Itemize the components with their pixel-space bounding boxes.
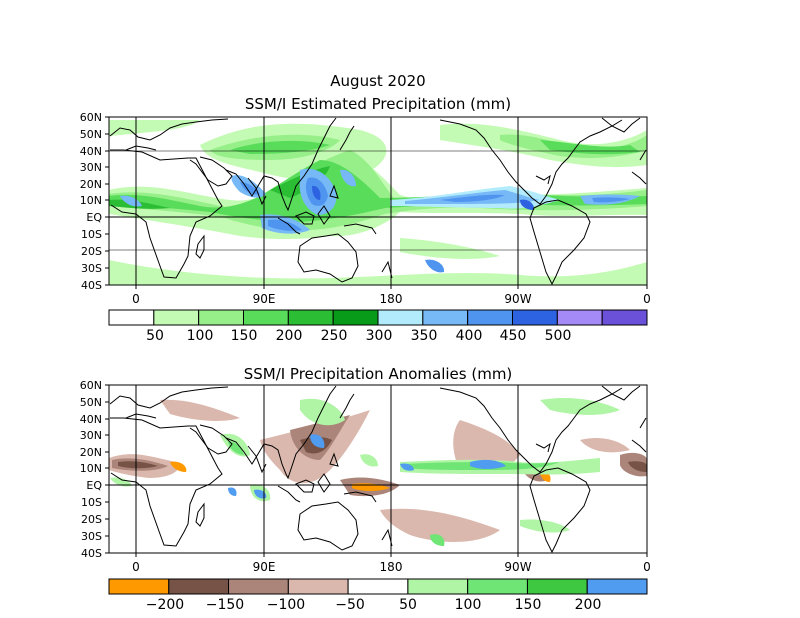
legend-label: 100	[187, 328, 214, 344]
legend-label: 50	[399, 597, 417, 613]
legend-label: 250	[321, 328, 348, 344]
anomaly-legend: −200 −150 −100 −50 50 100 150 200	[108, 578, 648, 613]
legend-label: −50	[335, 597, 365, 613]
legend-swatch	[228, 578, 289, 595]
lon-label: 90W	[504, 292, 531, 306]
lat-label: 20S	[81, 513, 102, 526]
lat-label: 10S	[81, 228, 102, 241]
precip-legend: 50 100 150 200 250 300 350 400 450 500	[108, 309, 648, 344]
anomaly-map: 60N 50N 40N 30N 20N 10N EQ 10S 20S 30S 4…	[80, 379, 651, 574]
legend-swatch	[287, 309, 334, 326]
legend-label: 300	[366, 328, 393, 344]
legend-swatch	[168, 578, 230, 595]
month-title: August 2020	[330, 72, 425, 90]
lat-label: 50N	[80, 128, 102, 141]
legend-swatch	[407, 578, 469, 595]
anomaly-grid	[109, 385, 647, 553]
legend-swatch	[243, 309, 289, 326]
lon-label: 180	[380, 560, 403, 574]
legend-swatch	[512, 309, 558, 326]
lat-label: 20N	[80, 178, 102, 191]
precip-map: 60N 50N 40N 30N 20N 10N EQ 10S 20S 30S 4…	[80, 111, 651, 306]
lon-label: 90E	[253, 292, 276, 306]
legend-swatch	[198, 309, 245, 326]
lat-label: 60N	[80, 111, 102, 124]
legend-label: 200	[575, 597, 602, 613]
lat-label: 40N	[80, 413, 102, 426]
lat-label: 10N	[80, 462, 102, 475]
legend-swatch	[377, 309, 424, 326]
lat-label: 40N	[80, 145, 102, 158]
lat-label: 20N	[80, 446, 102, 459]
legend-label: 50	[146, 328, 164, 344]
lat-label: 20S	[81, 245, 102, 258]
panel2-title: SSM/I Precipitation Anomalies (mm)	[244, 365, 513, 383]
lat-label: 30S	[81, 262, 102, 275]
legend-label: 400	[456, 328, 483, 344]
precip-field	[109, 120, 647, 285]
precip-lat-labels: 60N 50N 40N 30N 20N 10N EQ 10S 20S 30S 4…	[80, 111, 103, 292]
precip-map-frame	[108, 116, 648, 286]
lat-label: EQ	[86, 479, 102, 492]
lat-label: 50N	[80, 396, 102, 409]
lon-label: 90W	[504, 560, 531, 574]
anomaly-map-frame	[108, 384, 648, 554]
lat-label: 10S	[81, 496, 102, 509]
legend-label: 100	[455, 597, 482, 613]
lat-label: 40S	[81, 547, 102, 560]
anomaly-field	[109, 398, 647, 546]
lat-label: 60N	[80, 379, 102, 392]
legend-swatch	[467, 309, 513, 326]
legend-label: 200	[276, 328, 303, 344]
legend-swatch	[108, 309, 155, 326]
legend-swatch	[287, 578, 349, 595]
lon-label: 0	[132, 292, 140, 306]
lat-label: 30S	[81, 530, 102, 543]
lat-label: 10N	[80, 194, 102, 207]
lon-label: 90E	[253, 560, 276, 574]
legend-label: −100	[267, 597, 305, 613]
legend-label: 150	[515, 597, 542, 613]
lat-label: 30N	[80, 161, 102, 174]
precip-lon-labels: 0 90E 180 90W 0	[132, 292, 651, 306]
lon-label: 180	[380, 292, 403, 306]
panel1-title: SSM/I Estimated Precipitation (mm)	[245, 95, 511, 113]
legend-swatch	[347, 578, 409, 595]
anomaly-legend-labels: −200 −150 −100 −50 50 100 150 200	[146, 597, 602, 613]
precip-legend-labels: 50 100 150 200 250 300 350 400 450 500	[146, 328, 571, 344]
anomaly-lon-labels: 0 90E 180 90W 0	[132, 560, 651, 574]
lat-label: 40S	[81, 279, 102, 292]
legend-swatch	[586, 578, 648, 595]
lon-label: 0	[643, 560, 651, 574]
legend-swatch	[422, 309, 469, 326]
legend-swatch	[556, 309, 603, 326]
precip-grid	[109, 117, 647, 285]
legend-swatch	[526, 578, 588, 595]
legend-swatch	[601, 309, 648, 326]
legend-label: 150	[231, 328, 258, 344]
legend-label: 500	[545, 328, 572, 344]
legend-label: 350	[411, 328, 438, 344]
legend-swatch	[153, 309, 200, 326]
legend-swatch	[108, 578, 170, 595]
lat-label: 30N	[80, 429, 102, 442]
lon-label: 0	[132, 560, 140, 574]
legend-swatch	[467, 578, 528, 595]
legend-label: −150	[206, 597, 244, 613]
legend-label: −200	[146, 597, 184, 613]
legend-swatch	[332, 309, 379, 326]
anomaly-lat-labels: 60N 50N 40N 30N 20N 10N EQ 10S 20S 30S 4…	[80, 379, 103, 560]
lon-label: 0	[643, 292, 651, 306]
lat-label: EQ	[86, 211, 102, 224]
legend-label: 450	[500, 328, 527, 344]
